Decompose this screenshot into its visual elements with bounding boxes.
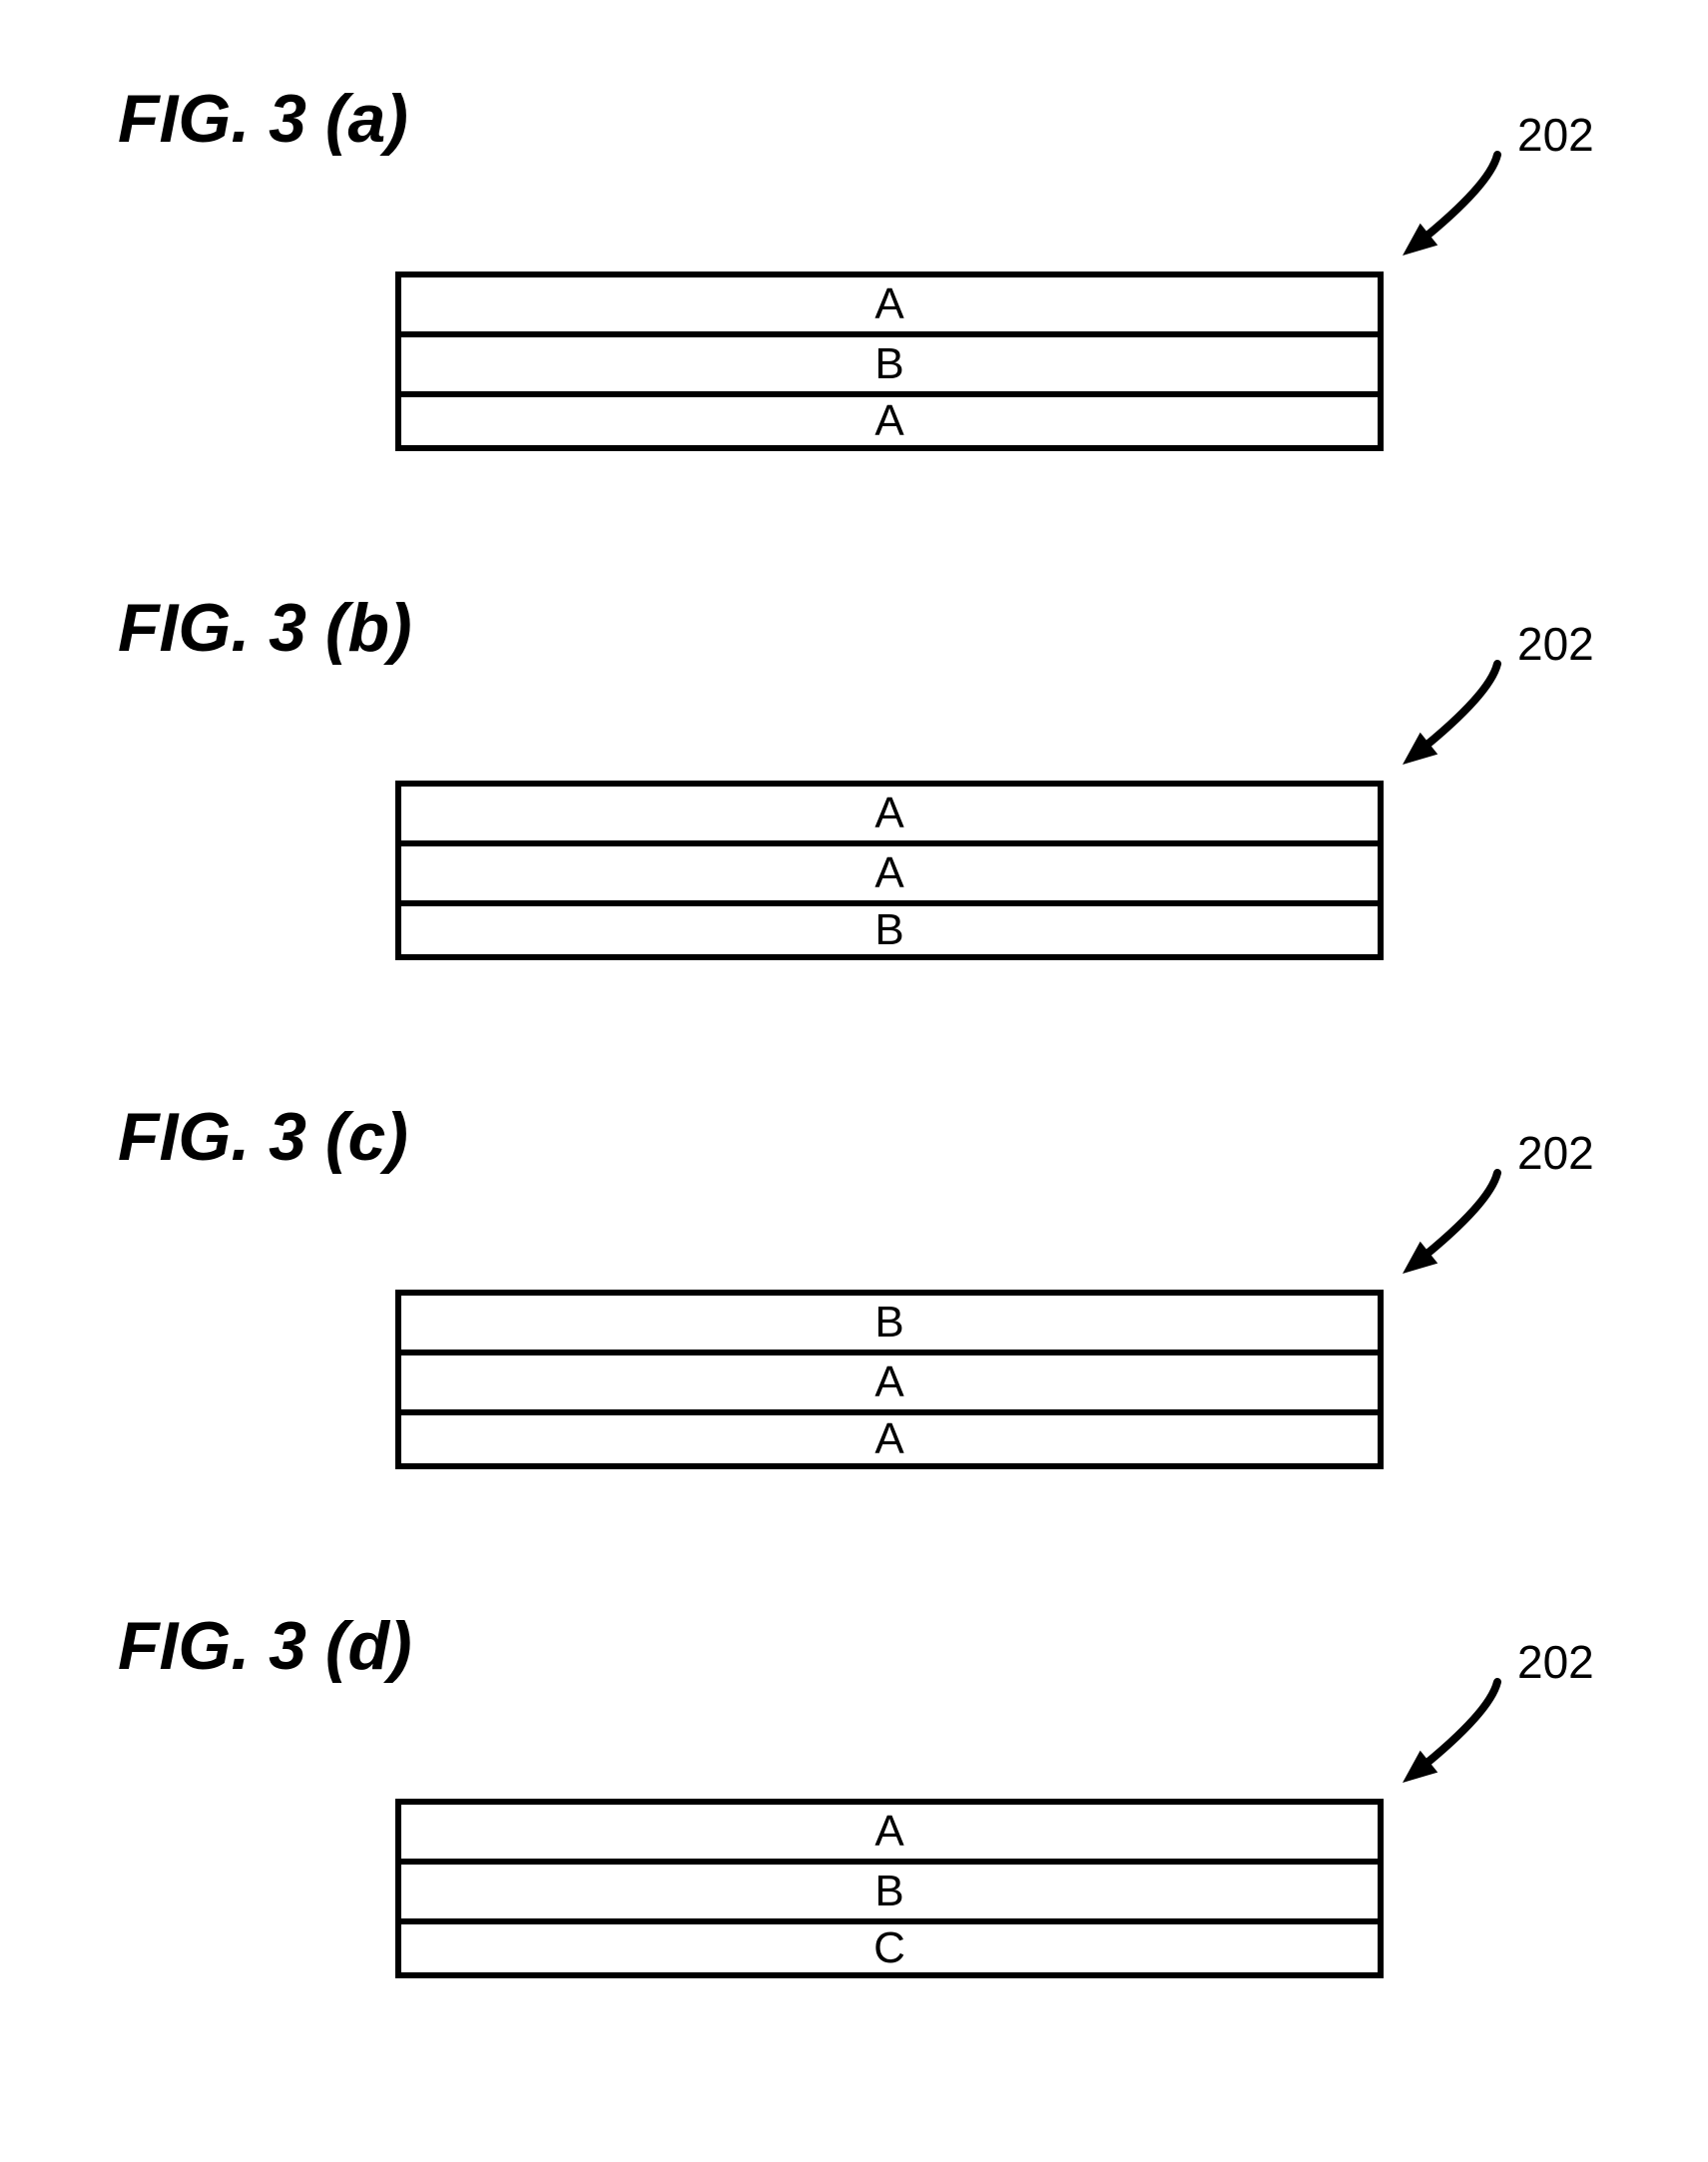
figure-title-b: FIG. 3 (b) (118, 589, 412, 667)
layer-a-2: A (395, 391, 1384, 451)
layer-b-2: B (395, 900, 1384, 960)
figure-title-d: FIG. 3 (d) (118, 1607, 412, 1685)
figure-title-c: FIG. 3 (c) (118, 1098, 408, 1176)
layer-d-1: B (395, 1859, 1384, 1918)
layer-stack-a: A B A (395, 271, 1384, 451)
layer-d-0: A (395, 1799, 1384, 1859)
layer-stack-b: A A B (395, 781, 1384, 960)
page-root: FIG. 3 (a) 202 A B A FIG. 3 (b) 202 A A … (0, 0, 1708, 2162)
layer-a-1: B (395, 331, 1384, 391)
figure-title-a: FIG. 3 (a) (118, 80, 408, 158)
figure-ref-d: 202 (1517, 1635, 1594, 1689)
layer-stack-d: A B C (395, 1799, 1384, 1978)
layer-stack-c: B A A (395, 1290, 1384, 1469)
figure-ref-b: 202 (1517, 617, 1594, 671)
layer-b-1: A (395, 840, 1384, 900)
layer-c-1: A (395, 1350, 1384, 1409)
layer-b-0: A (395, 781, 1384, 840)
layer-a-0: A (395, 271, 1384, 331)
figure-ref-a: 202 (1517, 108, 1594, 162)
layer-c-0: B (395, 1290, 1384, 1350)
layer-c-2: A (395, 1409, 1384, 1469)
figure-ref-c: 202 (1517, 1126, 1594, 1180)
layer-d-2: C (395, 1918, 1384, 1978)
